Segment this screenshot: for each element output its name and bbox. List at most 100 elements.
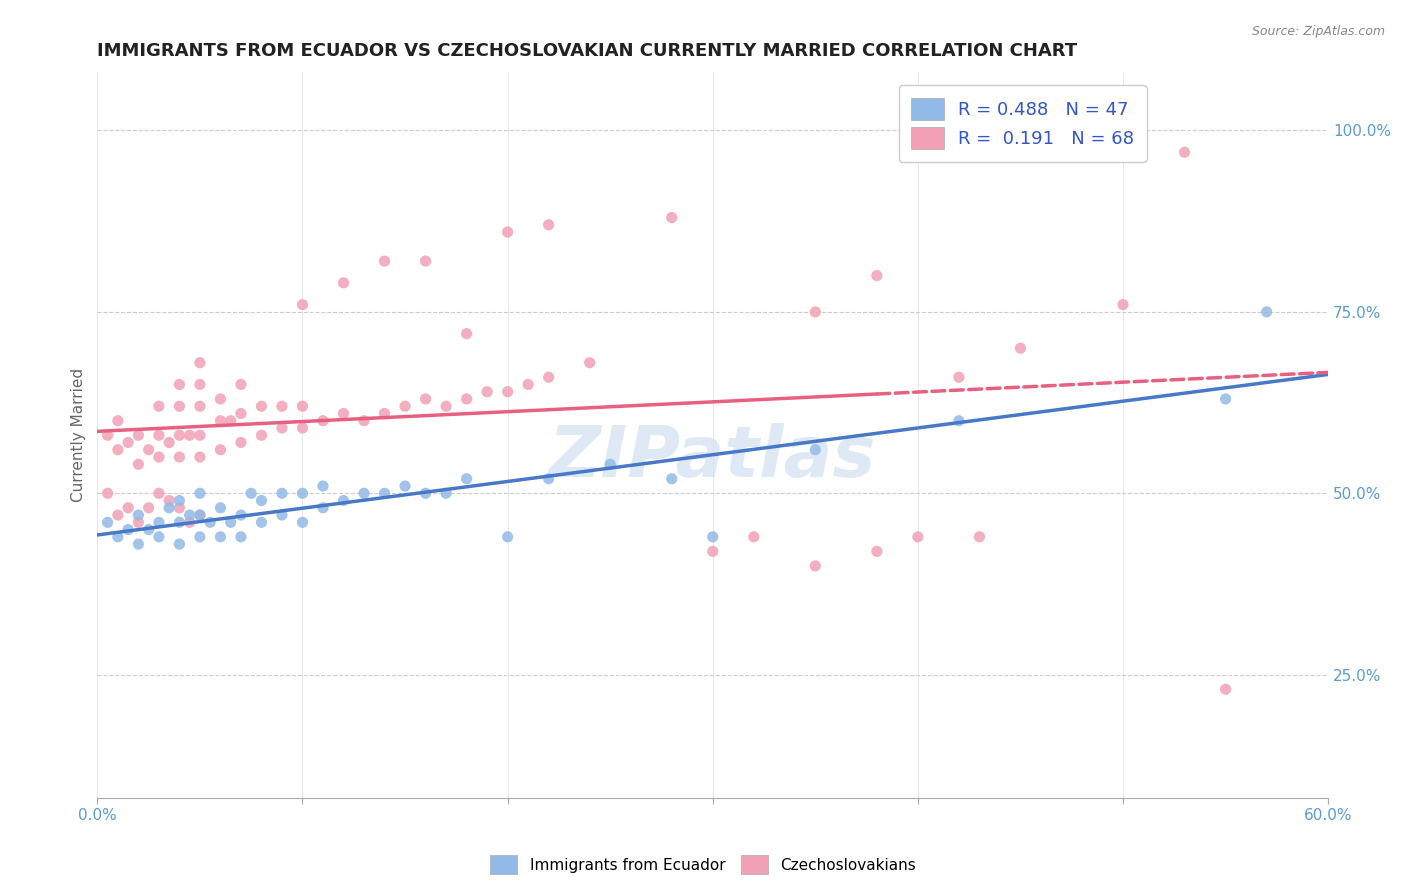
Point [188,508,211,522]
Point [117,523,139,537]
Point [179,508,201,522]
Point [219,516,242,530]
Point [250,516,273,530]
Point [250,399,273,413]
Point [415,254,437,268]
Point [169,428,191,442]
Point [948,370,970,384]
Point [250,493,273,508]
Point [229,508,252,522]
Point [517,377,540,392]
Point [117,435,139,450]
Point [188,356,211,370]
Point [169,500,191,515]
Point [394,399,416,413]
Point [312,500,335,515]
Point [219,414,242,428]
Point [157,493,180,508]
Point [148,399,170,413]
Point [148,486,170,500]
Point [456,472,478,486]
Point [271,486,294,500]
Text: Source: ZipAtlas.com: Source: ZipAtlas.com [1251,25,1385,38]
Point [332,493,354,508]
Point [188,399,211,413]
Point [188,530,211,544]
Point [456,326,478,341]
Point [291,516,314,530]
Point [138,523,160,537]
Point [169,537,191,551]
Point [169,377,191,392]
Point [969,530,991,544]
Point [373,486,395,500]
Point [148,516,170,530]
Point [661,211,683,225]
Point [434,399,457,413]
Point [332,276,354,290]
Point [804,442,827,457]
Point [188,428,211,442]
Point [291,486,314,500]
Point [169,450,191,464]
Point [127,537,149,551]
Point [434,486,457,500]
Point [97,428,120,442]
Point [229,530,252,544]
Point [537,370,560,384]
Point [148,450,170,464]
Y-axis label: Currently Married: Currently Married [72,368,86,502]
Point [332,407,354,421]
Point [537,218,560,232]
Point [415,392,437,406]
Point [1173,145,1195,160]
Point [107,508,129,522]
Point [240,486,263,500]
Point [291,421,314,435]
Point [198,516,221,530]
Point [209,500,232,515]
Point [415,486,437,500]
Point [157,500,180,515]
Point [599,457,621,471]
Point [866,268,889,283]
Point [804,558,827,573]
Text: IMMIGRANTS FROM ECUADOR VS CZECHOSLOVAKIAN CURRENTLY MARRIED CORRELATION CHART: IMMIGRANTS FROM ECUADOR VS CZECHOSLOVAKI… [97,42,1077,60]
Point [1215,682,1237,697]
Point [1256,305,1278,319]
Point [291,298,314,312]
Point [866,544,889,558]
Point [188,377,211,392]
Point [394,479,416,493]
Point [229,435,252,450]
Point [537,472,560,486]
Legend: Immigrants from Ecuador, Czechoslovakians: Immigrants from Ecuador, Czechoslovakian… [484,849,922,880]
Point [169,516,191,530]
Point [127,516,149,530]
Point [373,254,395,268]
Point [117,500,139,515]
Point [271,399,294,413]
Point [148,530,170,544]
Point [702,544,724,558]
Point [353,486,375,500]
Point [1112,298,1135,312]
Point [312,479,335,493]
Point [804,305,827,319]
Text: ZIPatlas: ZIPatlas [550,423,876,491]
Point [661,472,683,486]
Point [148,428,170,442]
Point [291,399,314,413]
Point [107,414,129,428]
Point [475,384,498,399]
Point [742,530,765,544]
Point [907,530,929,544]
Point [496,384,519,399]
Point [138,500,160,515]
Point [373,407,395,421]
Point [157,435,180,450]
Point [209,414,232,428]
Point [97,486,120,500]
Point [1010,341,1032,355]
Point [578,356,600,370]
